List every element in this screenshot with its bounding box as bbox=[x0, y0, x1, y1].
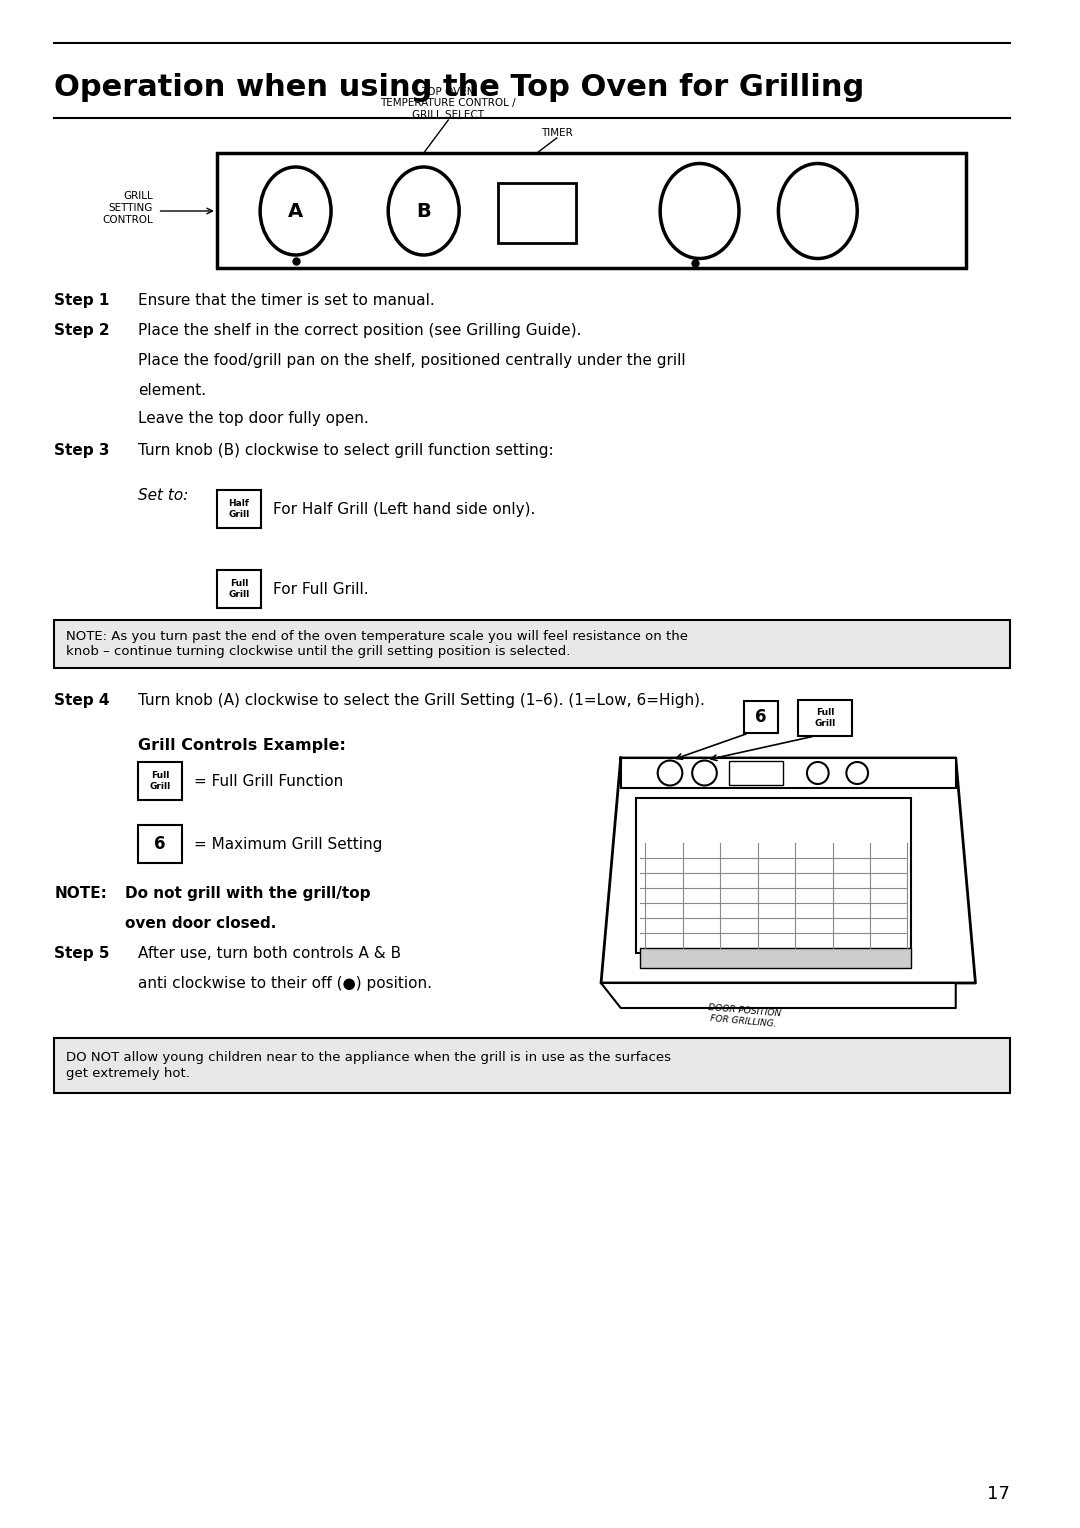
Bar bbox=[640, 947, 912, 969]
Bar bbox=[217, 570, 261, 608]
Bar bbox=[54, 620, 1010, 668]
Text: Step 1: Step 1 bbox=[54, 293, 109, 309]
Text: Turn knob (B) clockwise to select grill function setting:: Turn knob (B) clockwise to select grill … bbox=[138, 443, 554, 458]
Text: GRILL
SETTING
CONTROL: GRILL SETTING CONTROL bbox=[102, 191, 152, 225]
Text: Full
Grill: Full Grill bbox=[149, 772, 171, 790]
Text: Leave the top door fully open.: Leave the top door fully open. bbox=[138, 411, 368, 426]
Text: NOTE: As you turn past the end of the oven temperature scale you will feel resis: NOTE: As you turn past the end of the ov… bbox=[66, 630, 688, 659]
Text: Half
Grill: Half Grill bbox=[228, 500, 249, 518]
Text: After use, turn both controls A & B: After use, turn both controls A & B bbox=[138, 946, 401, 961]
Text: DO NOT allow young children near to the appliance when the grill is in use as th: DO NOT allow young children near to the … bbox=[66, 1051, 671, 1079]
Text: = Maximum Grill Setting: = Maximum Grill Setting bbox=[194, 836, 382, 851]
Bar bbox=[138, 825, 183, 863]
Text: Step 4: Step 4 bbox=[54, 694, 110, 707]
Bar bbox=[54, 1038, 1010, 1093]
Bar bbox=[217, 153, 966, 267]
Ellipse shape bbox=[847, 762, 868, 784]
Text: oven door closed.: oven door closed. bbox=[125, 915, 276, 931]
Text: 17: 17 bbox=[987, 1485, 1010, 1504]
Bar bbox=[729, 761, 783, 785]
Text: TIMER: TIMER bbox=[541, 128, 572, 138]
Text: For Half Grill (Left hand side only).: For Half Grill (Left hand side only). bbox=[273, 501, 536, 516]
Ellipse shape bbox=[692, 761, 717, 785]
Text: NOTE:: NOTE: bbox=[54, 886, 107, 902]
Text: Do not grill with the grill/top: Do not grill with the grill/top bbox=[125, 886, 370, 902]
Ellipse shape bbox=[807, 762, 828, 784]
Text: Turn knob (A) clockwise to select the Grill Setting (1–6). (1=Low, 6=High).: Turn knob (A) clockwise to select the Gr… bbox=[138, 694, 705, 707]
Text: Grill Controls Example:: Grill Controls Example: bbox=[138, 738, 346, 753]
Bar bbox=[744, 701, 779, 733]
Text: TOP OVEN
TEMPERATURE CONTROL /
GRILL SELECT: TOP OVEN TEMPERATURE CONTROL / GRILL SEL… bbox=[380, 87, 516, 121]
Text: A: A bbox=[288, 202, 303, 220]
Text: Operation when using the Top Oven for Grilling: Operation when using the Top Oven for Gr… bbox=[54, 73, 864, 102]
Text: For Full Grill.: For Full Grill. bbox=[273, 582, 368, 596]
Bar bbox=[498, 183, 577, 243]
Text: Full
Grill: Full Grill bbox=[228, 579, 249, 599]
Text: 6: 6 bbox=[755, 707, 767, 726]
Bar bbox=[635, 798, 912, 953]
Text: = Full Grill Function: = Full Grill Function bbox=[194, 773, 343, 788]
Text: Full
Grill: Full Grill bbox=[814, 709, 836, 727]
Text: Step 2: Step 2 bbox=[54, 322, 110, 338]
Ellipse shape bbox=[388, 167, 459, 255]
Text: B: B bbox=[416, 202, 431, 220]
Ellipse shape bbox=[660, 163, 739, 258]
Polygon shape bbox=[602, 758, 975, 983]
Text: Ensure that the timer is set to manual.: Ensure that the timer is set to manual. bbox=[138, 293, 434, 309]
Text: anti clockwise to their off (●) position.: anti clockwise to their off (●) position… bbox=[138, 976, 432, 992]
Polygon shape bbox=[602, 983, 956, 1008]
Bar bbox=[621, 758, 956, 788]
Bar bbox=[217, 490, 261, 529]
Text: Place the food/grill pan on the shelf, positioned centrally under the grill: Place the food/grill pan on the shelf, p… bbox=[138, 353, 686, 368]
Text: 6: 6 bbox=[154, 834, 166, 853]
Ellipse shape bbox=[779, 163, 858, 258]
Text: Step 5: Step 5 bbox=[54, 946, 110, 961]
Text: Step 3: Step 3 bbox=[54, 443, 110, 458]
Text: Set to:: Set to: bbox=[138, 487, 188, 503]
Text: Place the shelf in the correct position (see Grilling Guide).: Place the shelf in the correct position … bbox=[138, 322, 581, 338]
Text: DOOR POSITION
FOR GRILLING.: DOOR POSITION FOR GRILLING. bbox=[706, 1002, 781, 1028]
Ellipse shape bbox=[658, 761, 683, 785]
Ellipse shape bbox=[260, 167, 332, 255]
Bar bbox=[798, 700, 852, 736]
Text: element.: element. bbox=[138, 384, 206, 397]
Bar bbox=[138, 762, 183, 801]
